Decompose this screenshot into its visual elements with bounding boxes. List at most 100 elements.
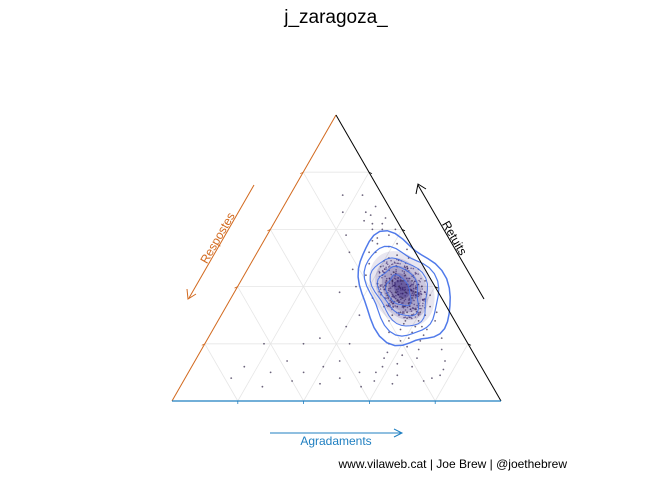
agradaments-label: Agradaments — [300, 434, 371, 448]
data-point — [435, 311, 438, 314]
chart-title: j_zaragoza_ — [283, 7, 388, 28]
density-point — [390, 263, 393, 266]
density-point — [412, 313, 415, 316]
tick-left — [201, 343, 205, 346]
data-point — [411, 297, 413, 299]
density-point — [401, 293, 404, 295]
density-point — [391, 293, 394, 296]
density-point — [420, 307, 422, 310]
density-point — [418, 292, 421, 294]
density-point — [405, 283, 408, 286]
data-point — [414, 308, 417, 311]
data-point — [230, 377, 233, 379]
density-point — [404, 316, 407, 319]
data-point — [422, 380, 425, 382]
density-point — [403, 312, 405, 315]
density-contour — [385, 274, 412, 307]
data-point — [368, 251, 370, 254]
data-point — [404, 320, 407, 322]
data-point — [345, 234, 347, 237]
grid-line — [237, 286, 304, 402]
caption: www.vilaweb.cat | Joe Brew | @joethebrew — [337, 457, 567, 471]
data-point — [358, 314, 361, 317]
density-point — [417, 273, 420, 275]
density-point — [395, 270, 397, 273]
density-point — [388, 282, 391, 285]
data-point — [361, 194, 364, 197]
scatter-points — [230, 194, 446, 388]
density-point — [391, 295, 394, 298]
density-point — [403, 266, 406, 268]
data-point — [263, 342, 265, 345]
data-point — [391, 314, 394, 317]
density-point — [391, 283, 394, 285]
data-point — [429, 294, 431, 297]
density-point — [421, 288, 424, 290]
data-point — [399, 328, 402, 331]
left-edge — [171, 114, 337, 402]
density-point — [385, 268, 387, 270]
density-point — [409, 284, 412, 287]
density-point — [389, 265, 391, 267]
data-point — [348, 251, 351, 254]
density-point — [406, 267, 409, 269]
data-point — [381, 222, 384, 225]
density-point — [381, 284, 383, 286]
density-point — [390, 259, 392, 262]
density-point — [412, 283, 415, 286]
density-point — [414, 285, 417, 287]
density-point — [390, 291, 393, 294]
density-point — [389, 299, 392, 302]
data-point — [440, 337, 443, 339]
density-point — [397, 262, 400, 265]
density-point — [382, 265, 385, 267]
density-point — [406, 277, 408, 280]
density-point — [421, 305, 424, 307]
data-point — [406, 345, 408, 348]
density-point — [384, 275, 386, 278]
density-point — [403, 271, 406, 273]
density-point — [423, 291, 426, 293]
data-point — [363, 219, 365, 222]
data-point — [396, 242, 398, 245]
data-point — [302, 342, 305, 345]
density-point — [395, 272, 397, 275]
data-point — [388, 320, 390, 322]
data-point — [341, 211, 344, 214]
data-point — [396, 374, 399, 377]
density-point — [411, 292, 414, 295]
density-point — [408, 316, 410, 319]
density-point — [401, 311, 404, 313]
retuits-arrow-head — [415, 183, 427, 195]
density-point — [386, 263, 389, 266]
density-point — [423, 300, 425, 302]
data-point — [383, 357, 385, 359]
data-point — [302, 371, 305, 374]
data-point — [434, 320, 436, 322]
density-point — [400, 298, 402, 301]
density-point — [382, 270, 384, 273]
density-point — [385, 304, 388, 307]
data-point — [375, 371, 377, 374]
data-point — [379, 265, 382, 268]
data-point — [426, 328, 428, 331]
density-point — [402, 289, 404, 291]
grid-line — [303, 229, 403, 402]
density-point — [417, 314, 420, 317]
density-point — [407, 280, 409, 282]
density-point — [406, 306, 409, 309]
data-point — [371, 239, 374, 242]
tick-left — [234, 286, 238, 289]
density-point — [403, 272, 406, 275]
data-point — [419, 340, 422, 342]
density-point — [412, 287, 415, 290]
data-point — [338, 377, 341, 379]
density-point — [416, 304, 418, 307]
data-point — [360, 385, 362, 388]
data-point — [396, 300, 399, 302]
data-point — [261, 385, 264, 388]
data-point — [243, 365, 246, 368]
density-point — [385, 279, 388, 282]
data-point — [429, 305, 431, 308]
density-point — [381, 276, 383, 279]
